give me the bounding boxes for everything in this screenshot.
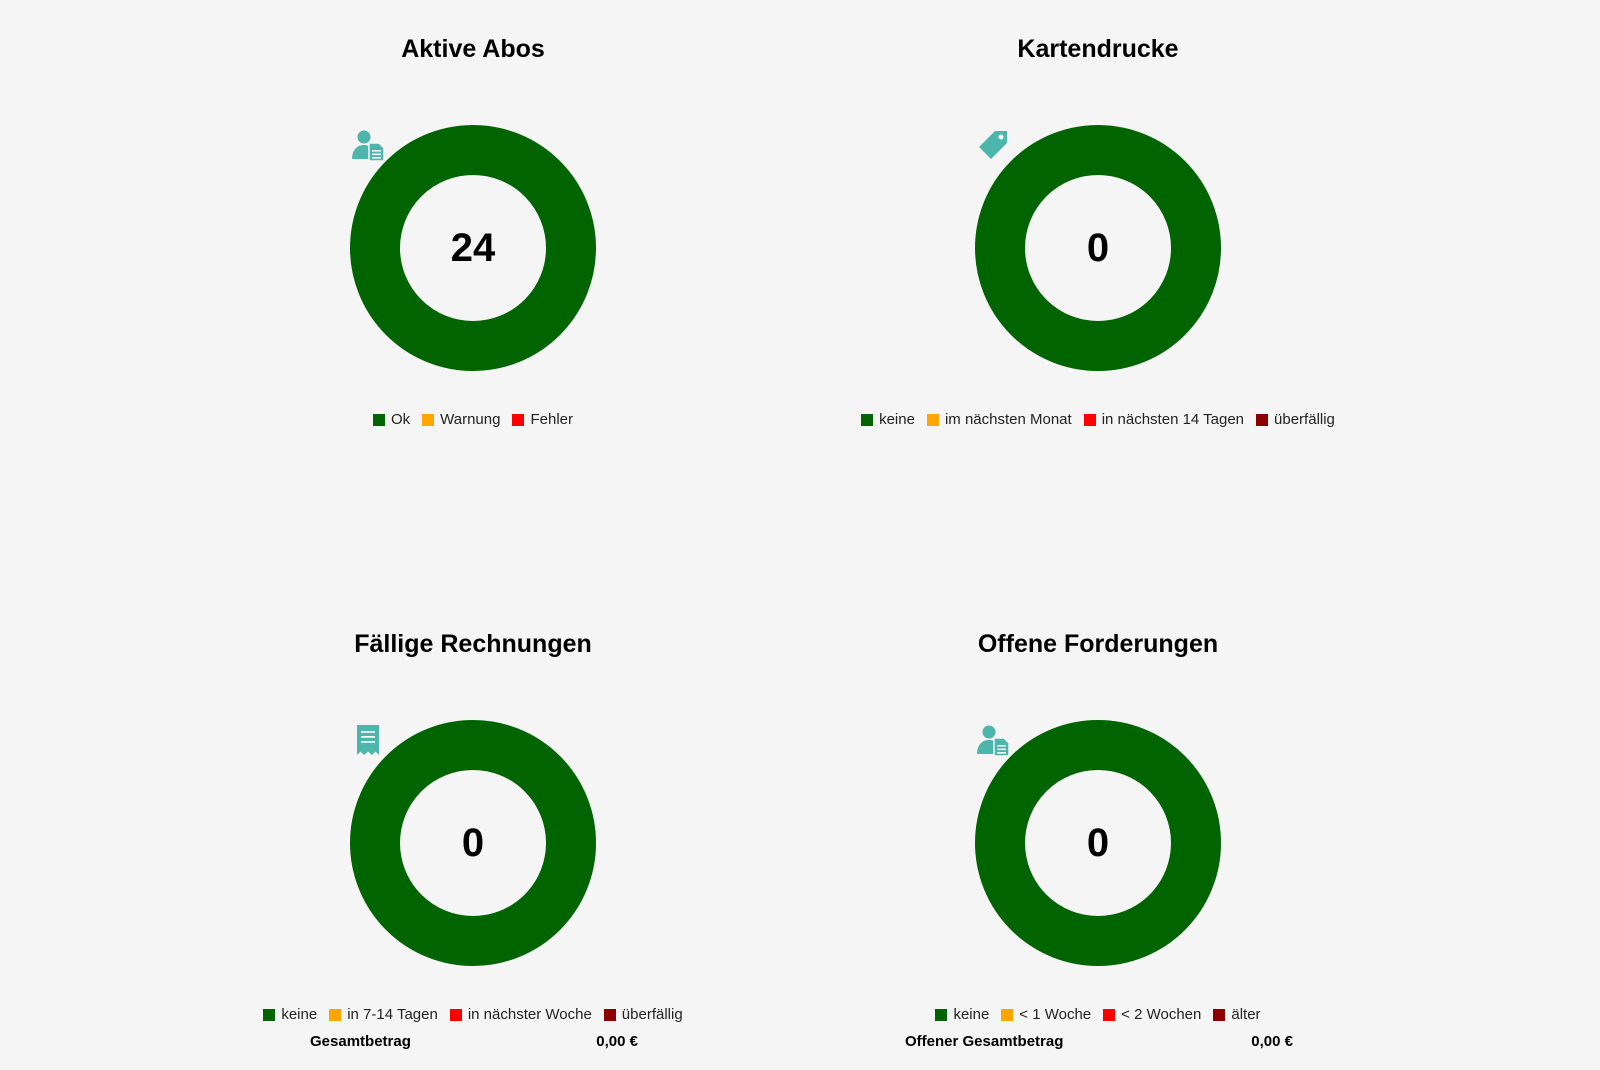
legend-label: Ok [390,411,411,428]
total-row: Gesamtbetrag 0,00 € [310,1033,638,1050]
legend-item-ueberfaellig[interactable]: überfällig [1256,411,1335,428]
donut-center: 0 [975,720,1221,966]
count-value: 0 [461,821,485,865]
donut-center: 0 [350,720,596,966]
legend-label: älter [1231,1006,1261,1023]
legend-item-7-14-tage[interactable]: in 7-14 Tagen [329,1006,438,1023]
legend-item-14-tage[interactable]: in nächsten 14 Tagen [1083,411,1245,428]
count-value: 24 [450,226,496,270]
legend-swatch [1256,413,1269,426]
donut-chart[interactable]: 0 [975,720,1221,966]
legend-label: in nächster Woche [467,1006,592,1023]
legend-item-keine[interactable]: keine [861,411,915,428]
legend-item-warnung[interactable]: Warnung [422,411,500,428]
legend-swatch [603,1008,616,1021]
legend-swatch [449,1008,462,1021]
legend-item-aelter[interactable]: älter [1213,1006,1261,1023]
legend-item-fehler[interactable]: Fehler [512,411,573,428]
legend-label: keine [953,1006,990,1023]
count-value: 0 [1086,226,1110,270]
donut-segment-keine [350,720,596,966]
donut-segment-ok [350,125,596,371]
kartendrucke-panel: Kartendrucke 0 keine im nächsten Monat i… [778,31,1418,428]
legend-swatch [861,413,874,426]
legend-swatch [1213,1008,1226,1021]
legend-label: < 2 Wochen [1121,1006,1202,1023]
legend-swatch [512,413,525,426]
legend-swatch [935,1008,948,1021]
legend-item-naechster-monat[interactable]: im nächsten Monat [926,411,1072,428]
legend-item-1-woche[interactable]: < 1 Woche [1001,1006,1091,1023]
panel-title: Offene Forderungen [977,630,1219,658]
chart-legend: Ok Warnung Fehler [153,411,793,428]
tag-icon [979,131,1007,159]
total-value: 0,00 € [1251,1033,1293,1050]
donut-chart[interactable]: 0 [975,125,1221,371]
legend-swatch [263,1008,276,1021]
panel-title: Kartendrucke [1017,35,1179,63]
legend-swatch [1103,1008,1116,1021]
legend-item-ueberfaellig[interactable]: überfällig [603,1006,683,1023]
legend-label: in 7-14 Tagen [347,1006,438,1023]
legend-swatch [329,1008,342,1021]
faellige-rechnungen-panel: Fällige Rechnungen 0 keine in 7-14 Tagen… [153,626,793,1023]
donut-chart[interactable]: 24 [350,125,596,371]
legend-label: Fehler [530,411,573,428]
legend-label: < 1 Woche [1019,1006,1092,1023]
aktive-abos-panel: Aktive Abos 24 Ok Warnung [153,31,793,428]
legend-item-naechste-woche[interactable]: in nächster Woche [449,1006,592,1023]
total-row: Offener Gesamtbetrag 0,00 € [905,1033,1293,1050]
legend-label: überfällig [621,1006,683,1023]
subscriber-document-icon [352,130,385,162]
donut-ring[interactable] [975,720,1221,966]
subscriber-document-icon [977,725,1010,757]
donut-ring[interactable] [975,125,1221,371]
legend-swatch [926,413,939,426]
legend-label: Warnung [440,411,501,428]
donut-ring[interactable] [350,125,596,371]
legend-item-keine[interactable]: keine [263,1006,317,1023]
donut-center: 0 [975,125,1221,371]
donut-chart[interactable]: 0 [350,720,596,966]
offene-forderungen-panel: Offene Forderungen 0 keine < 1 Woche [778,626,1418,1023]
total-value: 0,00 € [596,1033,638,1050]
chart-legend: keine im nächsten Monat in nächsten 14 T… [778,411,1418,428]
legend-item-2-wochen[interactable]: < 2 Wochen [1103,1006,1201,1023]
chart-legend: keine < 1 Woche < 2 Wochen älter [778,1006,1418,1023]
donut-segment-keine [975,125,1221,371]
total-label: Offener Gesamtbetrag [905,1033,1064,1050]
legend-swatch [1083,413,1096,426]
donut-segment-keine [975,720,1221,966]
legend-label: überfällig [1274,411,1335,428]
legend-label: keine [879,411,915,428]
legend-swatch [1001,1008,1014,1021]
count-value: 0 [1086,821,1110,865]
receipt-icon [357,725,379,755]
donut-ring[interactable] [350,720,596,966]
panel-title: Fällige Rechnungen [354,630,592,658]
legend-swatch [372,413,385,426]
legend-label: keine [281,1006,318,1023]
panel-title: Aktive Abos [401,35,545,63]
legend-swatch [422,413,435,426]
donut-center: 24 [350,125,596,371]
legend-label: in nächsten 14 Tagen [1101,411,1245,428]
legend-item-ok[interactable]: Ok [372,411,411,428]
total-label: Gesamtbetrag [310,1033,411,1050]
legend-label: im nächsten Monat [944,411,1072,428]
legend-item-keine[interactable]: keine [935,1006,989,1023]
chart-legend: keine in 7-14 Tagen in nächster Woche üb… [153,1006,793,1023]
